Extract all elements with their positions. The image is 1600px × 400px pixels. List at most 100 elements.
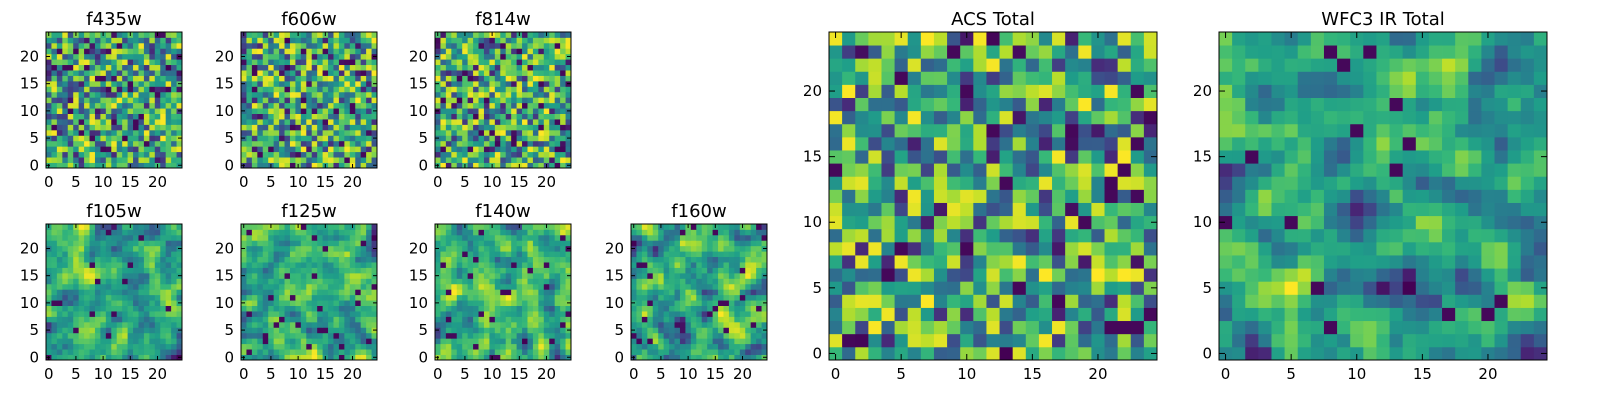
heatmap-cell: [494, 224, 501, 230]
heatmap-cell: [543, 251, 550, 258]
heatmap-cell: [999, 294, 1014, 308]
heatmap-cell: [451, 289, 458, 296]
heatmap-cell: [317, 91, 323, 98]
heatmap-cell: [986, 281, 1000, 295]
heatmap-cell: [554, 272, 561, 279]
heatmap-cell: [262, 278, 269, 285]
heatmap-cell: [149, 97, 156, 104]
heatmap-cell: [532, 91, 539, 98]
heatmap-cell: [251, 64, 258, 71]
heatmap-cell: [51, 327, 58, 334]
heatmap-cell: [366, 321, 372, 328]
heatmap-cell: [483, 108, 490, 114]
x-tick-label: 20: [537, 173, 556, 191]
heatmap-cell: [133, 64, 139, 71]
heatmap-cell: [999, 189, 1014, 203]
heatmap-cell: [251, 157, 258, 163]
heatmap-cell: [268, 48, 275, 55]
heatmap-cell: [51, 102, 58, 109]
heatmap-cell: [56, 80, 63, 87]
heatmap-cell: [89, 32, 96, 38]
heatmap-cell: [89, 37, 96, 44]
heatmap-cell: [483, 75, 490, 82]
heatmap-cell: [445, 32, 452, 38]
heatmap-cell: [311, 338, 318, 345]
heatmap-cell: [273, 305, 280, 312]
heatmap-cell: [723, 272, 730, 279]
heatmap-cell: [111, 305, 118, 312]
heatmap-cell: [658, 245, 665, 252]
heatmap-cell: [133, 146, 139, 153]
heatmap-cell: [451, 86, 458, 93]
heatmap-cell: [511, 316, 517, 323]
heatmap-cell: [360, 129, 367, 136]
heatmap-cell: [366, 97, 372, 104]
heatmap-cell: [328, 262, 334, 268]
heatmap-cell: [522, 245, 528, 252]
heatmap-cell: [268, 316, 275, 323]
heatmap-cell: [149, 294, 156, 301]
heatmap-cell: [1078, 228, 1092, 243]
heatmap-cell: [344, 251, 351, 258]
heatmap-cell: [756, 251, 762, 258]
heatmap-cell: [462, 119, 469, 125]
heatmap-cell: [338, 343, 345, 350]
heatmap-cell: [505, 135, 512, 142]
heatmap-cell: [631, 267, 637, 274]
heatmap-cell: [505, 42, 512, 49]
heatmap-cell: [349, 86, 356, 93]
heatmap-cell: [641, 316, 648, 323]
heatmap-cell: [306, 75, 313, 82]
heatmap-cell: [761, 229, 768, 236]
panel-title: f435w: [86, 9, 141, 30]
heatmap-cell: [73, 267, 80, 274]
heatmap-cell: [165, 256, 172, 263]
heatmap-cell: [868, 215, 882, 230]
heatmap-cell: [473, 124, 479, 131]
heatmap-cell: [116, 229, 123, 236]
heatmap-cell: [273, 240, 280, 247]
heatmap-cell: [328, 234, 334, 241]
heatmap-cell: [554, 224, 561, 230]
heatmap-cell: [289, 86, 296, 93]
heatmap-cell: [907, 333, 922, 348]
heatmap-cell: [1130, 294, 1145, 308]
heatmap-cell: [89, 272, 96, 279]
heatmap-cell: [739, 321, 746, 328]
heatmap-cell: [154, 332, 161, 339]
heatmap-cell: [46, 294, 52, 301]
heatmap-cell: [300, 343, 307, 350]
heatmap-cell: [718, 294, 724, 301]
heatmap-cell: [62, 135, 69, 142]
heatmap-cell: [84, 349, 90, 355]
heatmap-cell: [868, 268, 882, 282]
heatmap-cell: [728, 272, 735, 279]
heatmap-cell: [690, 256, 697, 263]
heatmap-cell: [111, 294, 118, 301]
heatmap-cell: [251, 327, 258, 334]
heatmap-cell: [317, 316, 323, 323]
heatmap-cell: [100, 129, 107, 136]
heatmap-cell: [262, 113, 269, 120]
heatmap-cell: [105, 53, 112, 60]
heatmap-cell: [241, 157, 247, 163]
heatmap-cell: [273, 42, 280, 49]
heatmap-cell: [855, 346, 869, 361]
heatmap-cell: [451, 267, 458, 274]
heatmap-cell: [669, 332, 675, 339]
heatmap-cell: [311, 349, 318, 355]
heatmap-cell: [360, 283, 367, 290]
heatmap-cell: [728, 349, 735, 355]
heatmap-cell: [257, 70, 264, 76]
heatmap-cell: [111, 80, 118, 87]
heatmap-cell: [451, 300, 458, 306]
heatmap-cell: [1104, 215, 1119, 230]
heatmap-cell: [67, 229, 74, 236]
heatmap-cell: [554, 75, 561, 82]
heatmap-cell: [538, 316, 545, 323]
heatmap-cell: [538, 119, 545, 125]
heatmap-cell: [679, 289, 686, 296]
heatmap-cell: [728, 240, 735, 247]
heatmap-cell: [344, 151, 351, 158]
heatmap-cell: [663, 332, 670, 339]
